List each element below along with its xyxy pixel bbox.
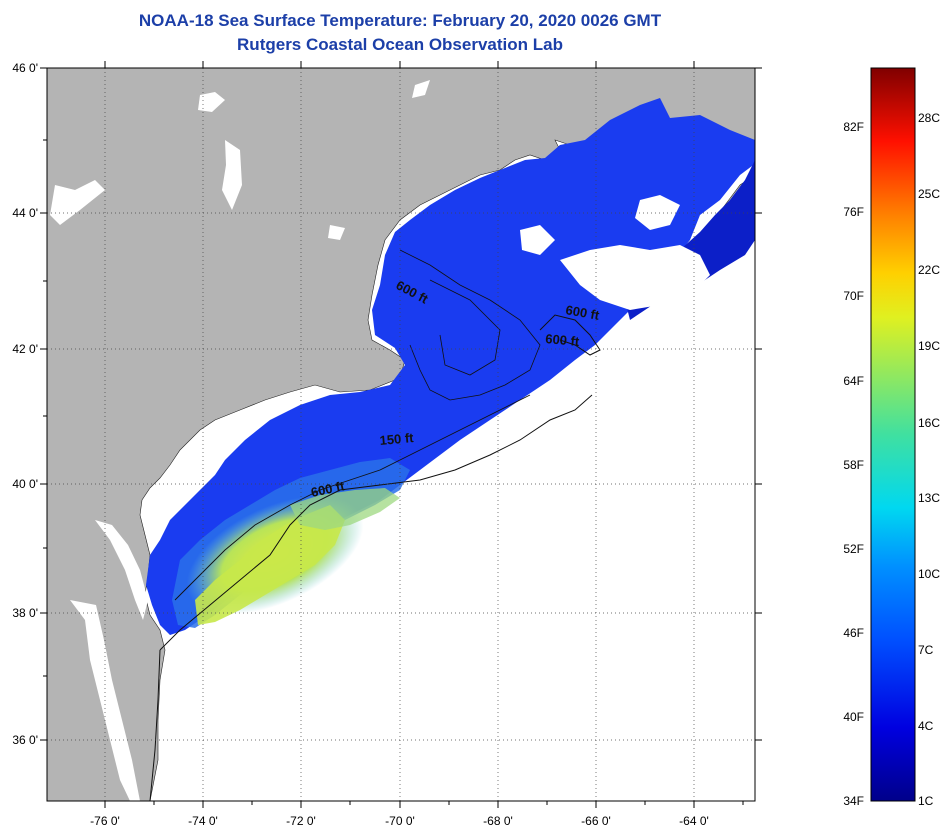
- inland-lake: [198, 92, 225, 112]
- colorbar-fahrenheit-label: 70F: [843, 289, 864, 303]
- inland-lake: [412, 80, 430, 98]
- contour-label: 600 ft: [545, 331, 581, 349]
- longitude-label: -72 0': [286, 814, 316, 828]
- sst-warm-water: [195, 505, 345, 625]
- map-subtitle: Rutgers Coastal Ocean Observation Lab: [237, 35, 563, 54]
- colorbar-celsius-label: 25C: [918, 187, 940, 201]
- inland-lake: [222, 140, 242, 210]
- map-title: NOAA-18 Sea Surface Temperature: Februar…: [138, 11, 662, 30]
- contour-label: 150 ft: [379, 430, 415, 448]
- colorbar-celsius-label: 4C: [918, 719, 934, 733]
- colorbar-celsius-label: 19C: [918, 339, 940, 353]
- contour-label: 600 ft: [564, 302, 601, 323]
- colorbar-fahrenheit-label: 40F: [843, 710, 864, 724]
- latitude-label: 40 0': [12, 477, 38, 491]
- colorbar-fahrenheit-label: 34F: [843, 794, 864, 808]
- inland-lake: [50, 180, 105, 225]
- temperature-colorbar: [870, 67, 916, 802]
- cloud-cover: [635, 195, 680, 230]
- shelf-contour-600ft: [159, 394, 593, 651]
- latitude-label: 46 0': [12, 61, 38, 75]
- shelf-contour-150ft: [174, 394, 531, 601]
- cloud-cover: [520, 225, 555, 255]
- colorbar-fahrenheit-label: 52F: [843, 542, 864, 556]
- colorbar-fahrenheit-label: 82F: [843, 120, 864, 134]
- latitude-label: 38 0': [12, 606, 38, 620]
- colorbar-celsius-label: 16C: [918, 416, 940, 430]
- colorbar-celsius-label: 22C: [918, 263, 940, 277]
- colorbar-celsius-label: 10C: [918, 567, 940, 581]
- longitude-label: -64 0': [679, 814, 709, 828]
- delaware-bay: [95, 520, 148, 620]
- gulf-of-maine-contour: [429, 279, 501, 376]
- colorbar-fahrenheit-label: 46F: [843, 626, 864, 640]
- longitude-label: -70 0': [385, 814, 415, 828]
- longitude-label: -68 0': [483, 814, 513, 828]
- colorbar-celsius-label: 1C: [918, 794, 934, 808]
- colorbar-fahrenheit-label: 64F: [843, 374, 864, 388]
- colorbar-celsius-label: 13C: [918, 491, 940, 505]
- latitude-label: 42 0': [12, 342, 38, 356]
- map-frame: [46, 67, 756, 802]
- longitude-label: -74 0': [188, 814, 218, 828]
- colorbar-celsius-label: 28C: [918, 111, 940, 125]
- inland-lake: [328, 225, 345, 240]
- longitude-label: -66 0': [581, 814, 611, 828]
- colorbar-fahrenheit-label: 76F: [843, 205, 864, 219]
- cloud-cover: [560, 245, 710, 310]
- colorbar-celsius-label: 7C: [918, 643, 934, 657]
- gulf-of-maine-contour: [399, 249, 541, 401]
- latitude-label: 44 0': [12, 206, 38, 220]
- latitude-label: 36 0': [12, 733, 38, 747]
- axis-ticks: [40, 61, 762, 808]
- sst-warm-water: [290, 488, 400, 530]
- coastline-south: [149, 649, 161, 801]
- colorbar-fahrenheit-label: 58F: [843, 458, 864, 472]
- contour-label: 600 ft: [310, 478, 347, 500]
- cape-cod-coast: [539, 314, 601, 356]
- longitude-label: -76 0': [90, 814, 120, 828]
